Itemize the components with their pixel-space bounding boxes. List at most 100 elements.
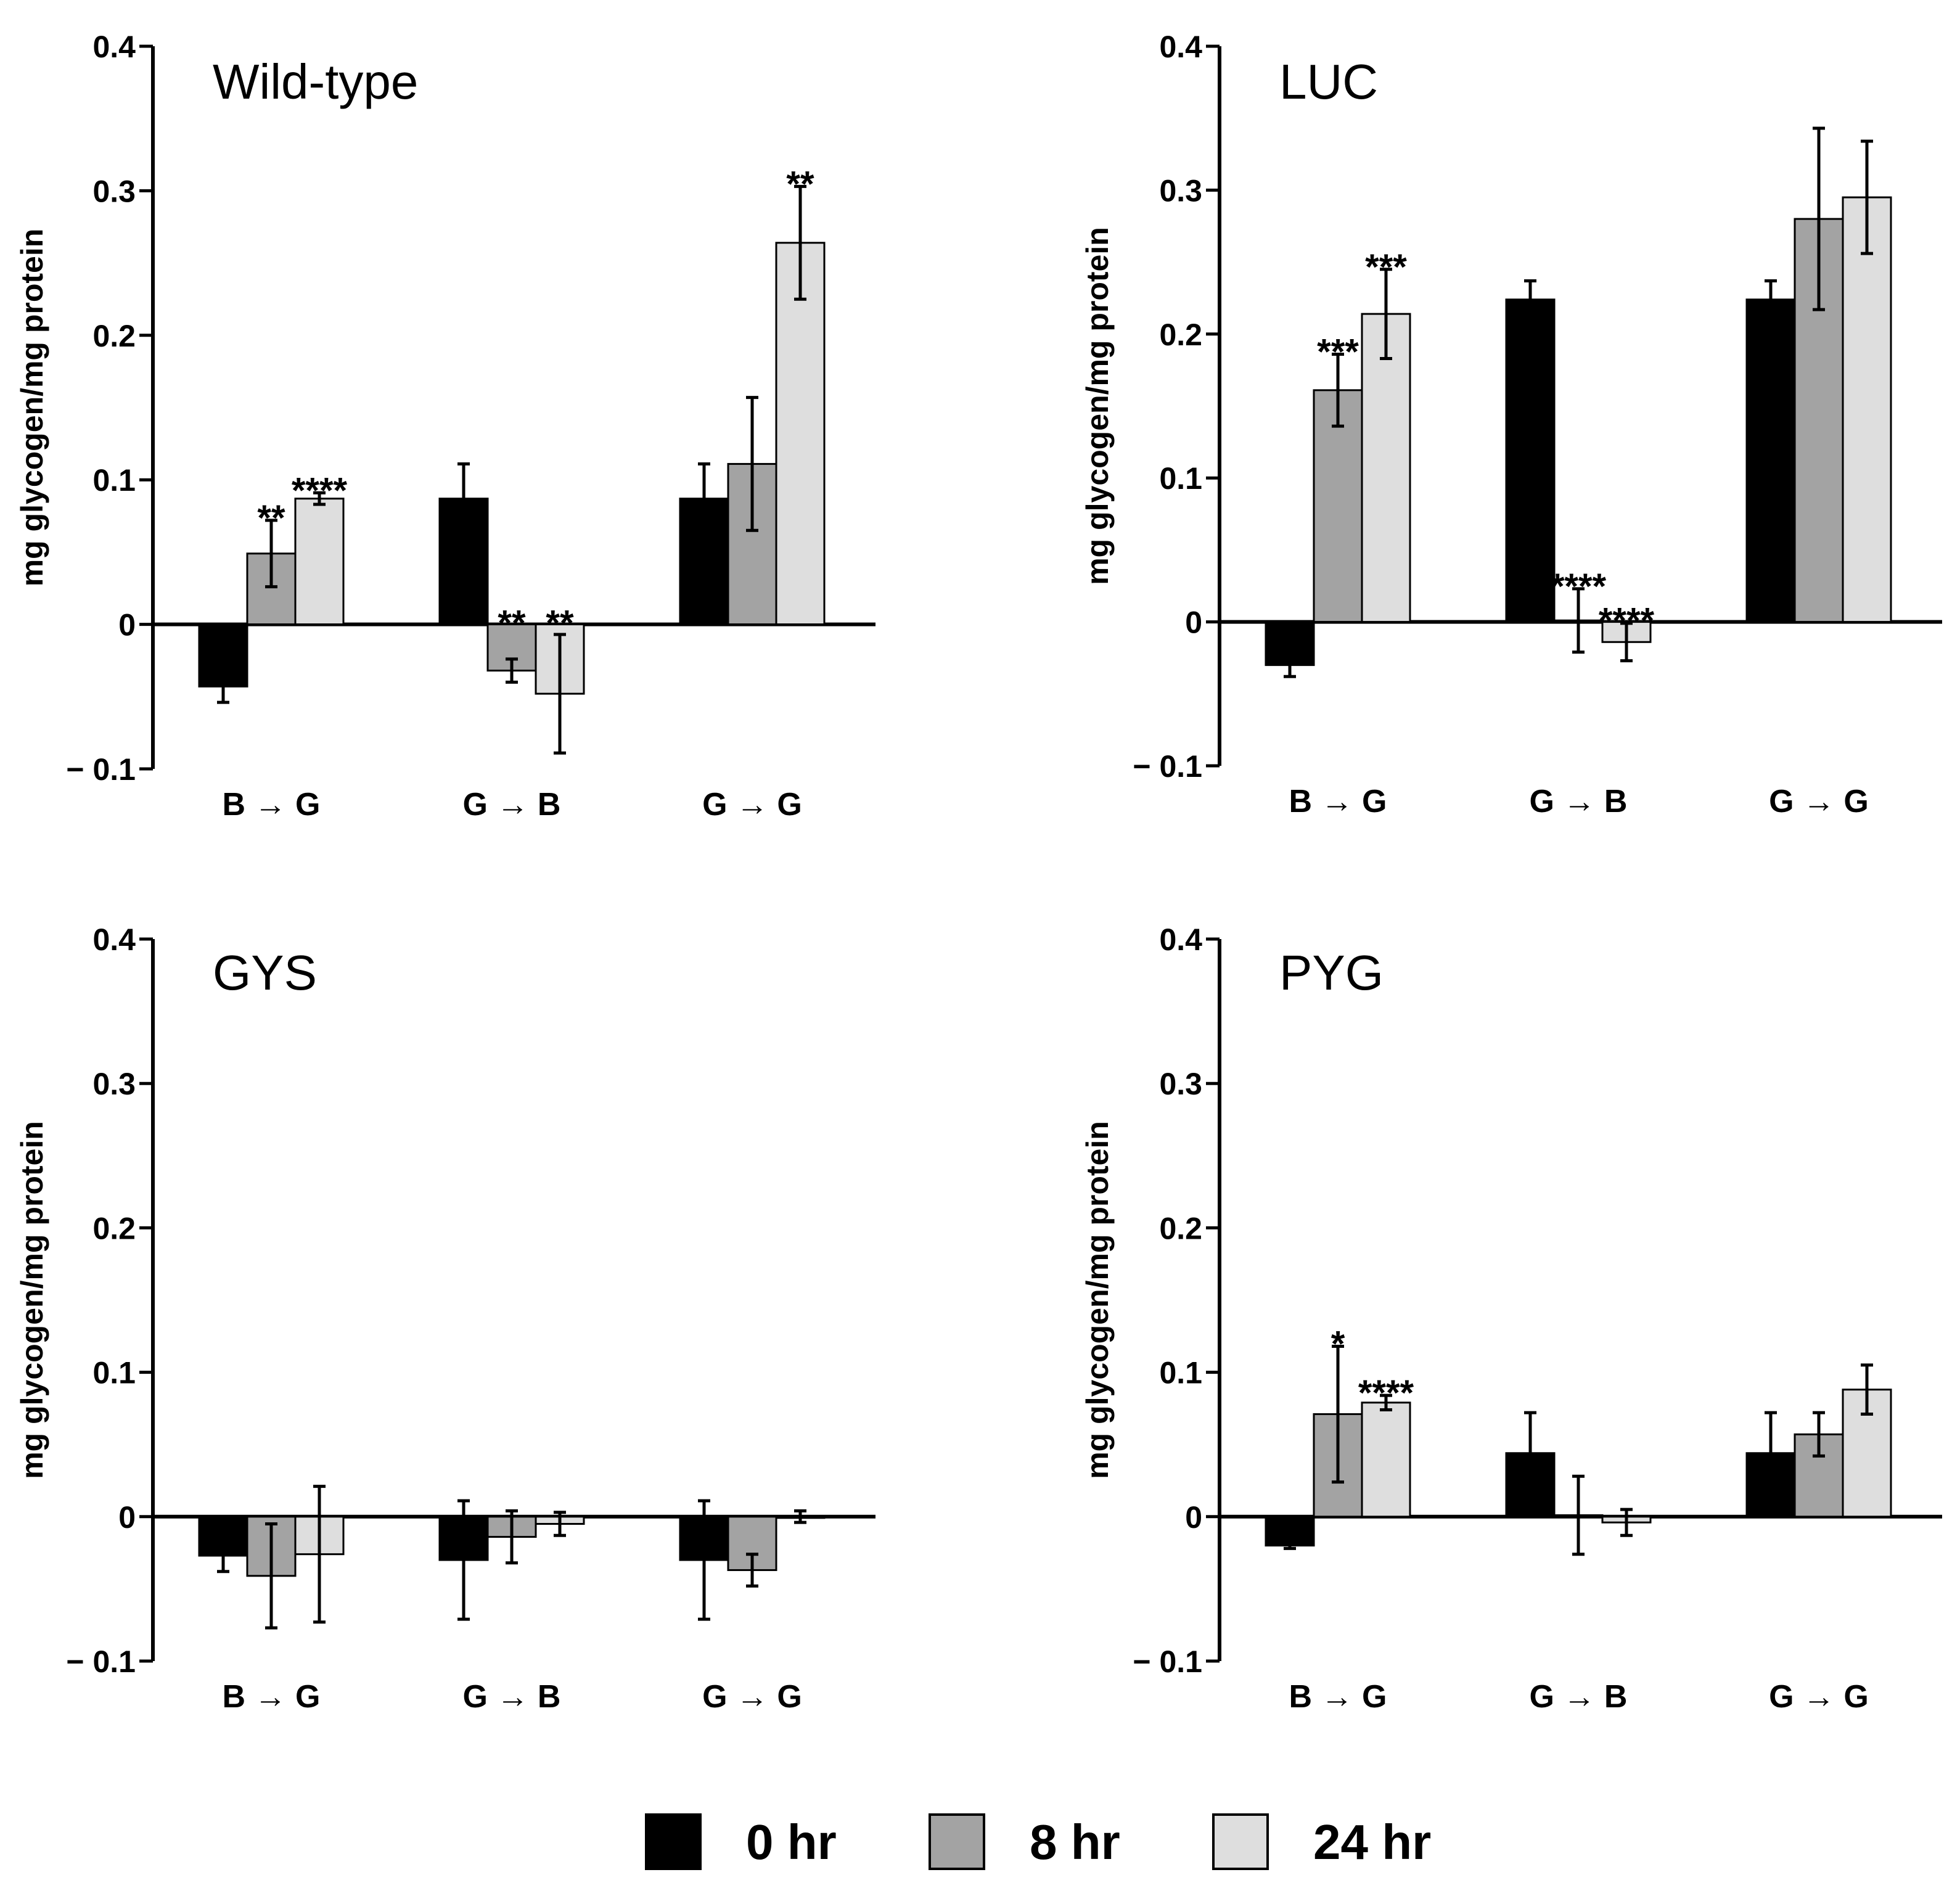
y-tick-label: 0.1: [92, 463, 136, 498]
category-label: B → G: [223, 1679, 321, 1715]
legend-swatch: [1212, 1813, 1269, 1870]
error-bar: [746, 1553, 758, 1588]
panel-title: GYS: [213, 945, 317, 1000]
error-bar: [265, 1522, 277, 1630]
significance-marker: ****: [1551, 567, 1607, 607]
error-bar: [1813, 1411, 1825, 1458]
y-tick-label: 0.2: [92, 1211, 136, 1245]
category-label: G → G: [702, 787, 802, 823]
error-bar: [313, 491, 326, 506]
y-tick-label: − 0.1: [1133, 1644, 1202, 1679]
error-bar: [1572, 587, 1585, 654]
y-tick-label: 0.1: [1159, 461, 1202, 496]
category-label: B → G: [1289, 784, 1387, 819]
bar-24-hr: [1842, 196, 1892, 623]
y-tick-label: 0.3: [92, 174, 136, 208]
error-bar: [698, 1499, 710, 1621]
legend-item: 0 hr: [645, 1813, 837, 1870]
significance-marker: *: [1331, 1324, 1345, 1364]
y-tick-label: 0.1: [92, 1356, 136, 1390]
legend-label: 8 hr: [1030, 1815, 1120, 1869]
panel-title: PYG: [1279, 945, 1384, 1000]
error-bar: [1332, 1344, 1344, 1484]
y-tick-label: 0.3: [1159, 1067, 1202, 1101]
bar-24-hr: [1361, 1401, 1411, 1518]
y-tick-label: 0: [118, 1500, 136, 1535]
y-tick-label: 0: [1185, 1500, 1202, 1535]
chart-panel-gys: 0.4 0.3 0.2 0.1 0 − 0.1 mg glycogen/mg protein…: [15, 922, 875, 1715]
error-bar: [1524, 279, 1536, 320]
error-bar: [554, 633, 566, 755]
category-label: G → B: [1530, 784, 1628, 819]
panel-title: Wild-type: [213, 54, 418, 109]
error-bar: [217, 1538, 229, 1574]
error-bar: [506, 657, 518, 684]
chart-panel-pyg: 0.4 0.3 0.2 0.1 0 − 0.1 mg glycogen/mg protein…: [1080, 922, 1942, 1715]
y-axis-label: mg glycogen/mg protein: [1080, 1121, 1115, 1479]
error-bar: [1284, 652, 1296, 678]
bar-24-hr: [775, 242, 826, 626]
y-tick-label: 0: [1185, 605, 1202, 640]
y-axis-label: mg glycogen/mg protein: [1080, 227, 1115, 585]
bar-0-hr: [1265, 1516, 1315, 1547]
y-tick-label: − 0.1: [66, 1644, 136, 1679]
legend: 0 hr 8 hr 24 hr: [645, 1813, 1431, 1870]
y-tick-label: 0.4: [92, 922, 136, 957]
y-tick-label: 0.4: [92, 30, 136, 64]
error-bar: [554, 1511, 566, 1537]
y-tick-label: 0.2: [1159, 318, 1202, 352]
significance-marker: **: [546, 604, 574, 644]
significance-marker: ***: [1317, 332, 1359, 372]
y-tick-label: 0.4: [1159, 30, 1202, 64]
error-bar: [457, 462, 470, 535]
category-label: G → G: [702, 1679, 802, 1715]
significance-marker: ****: [1599, 601, 1655, 641]
legend-label: 0 hr: [746, 1815, 837, 1869]
y-tick-label: − 0.1: [66, 752, 136, 787]
error-bar: [506, 1509, 518, 1565]
legend-label: 24 hr: [1313, 1815, 1431, 1869]
bar-0-hr: [1505, 298, 1556, 623]
error-bar: [1861, 1363, 1873, 1416]
y-tick-label: − 0.1: [1133, 749, 1202, 784]
significance-marker: **: [257, 498, 285, 538]
y-tick-label: 0.2: [92, 319, 136, 353]
error-bar: [265, 519, 277, 589]
error-bar: [1765, 1411, 1777, 1495]
significance-marker: **: [498, 604, 526, 644]
category-label: G → B: [1530, 1679, 1628, 1715]
y-tick-label: 0: [118, 608, 136, 642]
error-bar: [794, 184, 806, 301]
error-bar: [313, 1485, 326, 1624]
bar-24-hr: [294, 498, 345, 626]
category-label: G → B: [463, 787, 561, 823]
y-axis-label: mg glycogen/mg protein: [15, 1121, 49, 1479]
error-bar: [1572, 1474, 1585, 1556]
significance-marker: ****: [292, 470, 348, 511]
legend-swatch: [645, 1813, 702, 1870]
y-tick-label: 0.3: [1159, 173, 1202, 208]
error-bar: [1380, 1393, 1392, 1411]
category-label: G → G: [1769, 784, 1869, 819]
chart-panels: 0.4 0.3 0.2 0.1 0 − 0.1 mg glycogen/mg protein…: [15, 30, 1942, 1715]
y-tick-label: 0.4: [1159, 922, 1202, 957]
y-tick-label: 0.3: [92, 1067, 136, 1101]
legend-item: 8 hr: [929, 1813, 1120, 1870]
chart-panel-wild-type: 0.4 0.3 0.2 0.1 0 − 0.1 mg glycogen/mg protein…: [15, 30, 875, 823]
error-bar: [794, 1509, 806, 1524]
y-axis-label: mg glycogen/mg protein: [15, 229, 49, 587]
error-bar: [1284, 1541, 1296, 1550]
significance-marker: ****: [1358, 1373, 1414, 1413]
category-label: G → B: [463, 1679, 561, 1715]
panel-title: LUC: [1279, 54, 1378, 109]
error-bar: [1620, 1508, 1633, 1537]
error-bar: [1861, 139, 1873, 255]
error-bar: [698, 462, 710, 535]
y-tick-label: 0.1: [1159, 1356, 1202, 1390]
error-bar: [1813, 126, 1825, 311]
error-bar: [217, 669, 229, 704]
error-bar: [1380, 268, 1392, 360]
chart-panel-luc: 0.4 0.3 0.2 0.1 0 − 0.1 mg glycogen/mg protein…: [1080, 30, 1942, 819]
legend-item: 24 hr: [1212, 1813, 1431, 1870]
